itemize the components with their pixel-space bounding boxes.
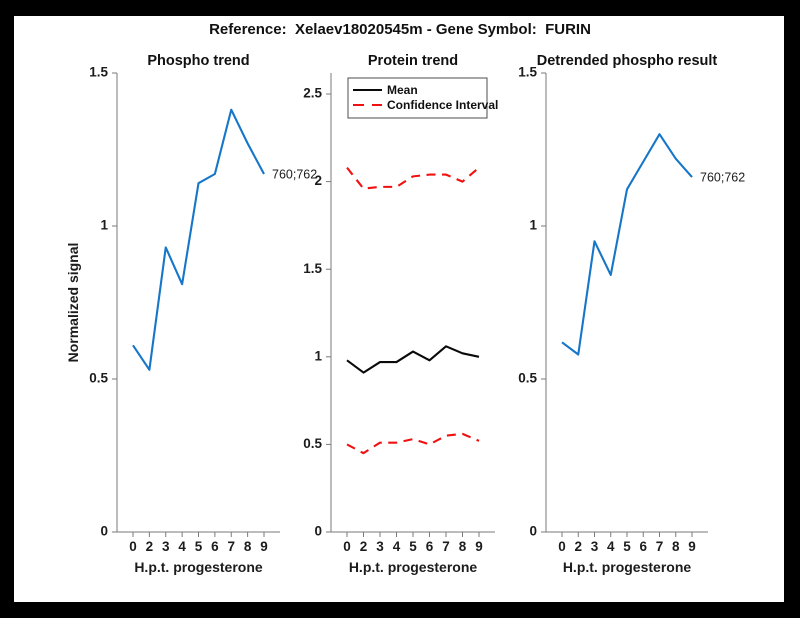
y-tick-label: 1 <box>529 218 537 233</box>
y-tick-label: 0.5 <box>89 371 108 386</box>
x-tick-label: 5 <box>409 539 417 554</box>
x-tick-label: 2 <box>146 539 154 554</box>
series-end-label: 760;762 <box>700 171 745 185</box>
protein-mean-line <box>346 345 480 374</box>
y-tick-label: 1.5 <box>89 65 108 80</box>
x-tick-label: 0 <box>129 539 137 554</box>
figure-title: Reference: Xelaev18020545m - Gene Symbol… <box>209 21 591 38</box>
y-tick-label: 1.5 <box>303 261 322 276</box>
x-tick-label: 7 <box>656 539 664 554</box>
y-tick-label: 1.5 <box>518 65 537 80</box>
x-tick-label: 6 <box>211 539 219 554</box>
x-tick-label: 8 <box>244 539 252 554</box>
ci-upper-line <box>346 166 480 190</box>
x-tick-label: 2 <box>574 539 582 554</box>
x-tick-label: 4 <box>607 539 615 554</box>
x-tick-label: 0 <box>558 539 566 554</box>
x-tick-label: 5 <box>195 539 203 554</box>
phospho-signal-line <box>132 108 265 371</box>
x-tick-label: 5 <box>623 539 631 554</box>
detrended-phospho-line <box>561 133 693 356</box>
y-tick-label: 2 <box>314 173 322 188</box>
x-tick-label: 6 <box>639 539 647 554</box>
y-axis-label: Normalized signal <box>65 243 81 363</box>
ci-lower-line <box>346 432 480 455</box>
legend-box <box>347 77 488 119</box>
y-tick-label: 0.5 <box>518 371 537 386</box>
x-tick-label: 8 <box>672 539 680 554</box>
x-axis-label: H.p.t. progesterone <box>563 559 692 575</box>
subplot-title: Phospho trend <box>147 53 249 69</box>
x-tick-label: 4 <box>393 539 401 554</box>
legend-label: Confidence Interval <box>387 98 498 112</box>
y-tick-label: 0 <box>314 524 322 539</box>
x-tick-label: 7 <box>442 539 450 554</box>
subplot-title: Protein trend <box>368 53 458 69</box>
x-tick-label: 7 <box>227 539 235 554</box>
x-tick-label: 6 <box>426 539 434 554</box>
x-tick-label: 3 <box>376 539 384 554</box>
y-tick-label: 0 <box>529 524 537 539</box>
y-tick-label: 0 <box>100 524 108 539</box>
x-tick-label: 3 <box>591 539 599 554</box>
y-tick-label: 2.5 <box>303 86 322 101</box>
x-tick-label: 4 <box>178 539 186 554</box>
y-tick-label: 1 <box>100 218 108 233</box>
x-axis-label: H.p.t. progesterone <box>134 559 263 575</box>
x-tick-label: 8 <box>459 539 467 554</box>
x-tick-label: 2 <box>360 539 368 554</box>
x-tick-label: 9 <box>688 539 696 554</box>
x-tick-label: 9 <box>475 539 483 554</box>
legend-label: Mean <box>387 83 418 97</box>
x-axis-label: H.p.t. progesterone <box>349 559 478 575</box>
y-tick-label: 0.5 <box>303 436 322 451</box>
series-end-label: 760;762 <box>272 167 317 181</box>
x-tick-label: 0 <box>343 539 351 554</box>
subplot-title: Detrended phospho result <box>537 53 718 69</box>
x-tick-label: 9 <box>260 539 268 554</box>
y-tick-label: 1 <box>314 348 322 363</box>
x-tick-label: 3 <box>162 539 170 554</box>
